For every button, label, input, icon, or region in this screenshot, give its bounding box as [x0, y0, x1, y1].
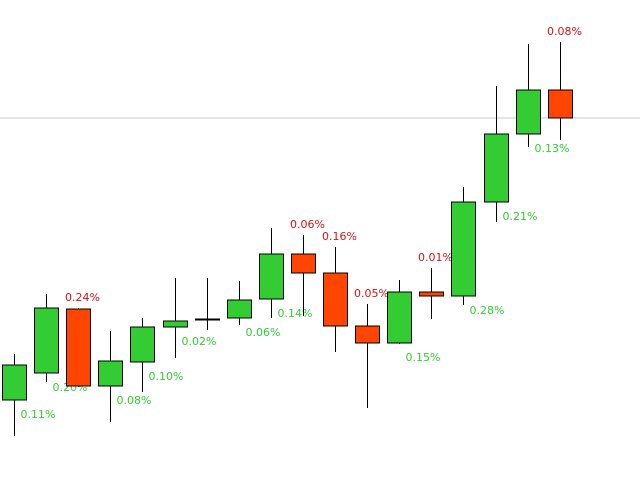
candle-change-label: 0.15% [406, 351, 441, 364]
candle-change-label: 0.11% [21, 408, 56, 421]
candle-change-label: 0.16% [322, 230, 357, 243]
candle-14: 0.01% [418, 251, 453, 319]
candle-body-up [98, 360, 123, 387]
candle-body-down [548, 89, 573, 119]
candle-body-up [163, 320, 188, 328]
candle-3: 0.24% [65, 291, 100, 387]
candle-12: 0.05% [354, 287, 389, 408]
candle-change-label: 0.06% [246, 326, 281, 339]
candle-4: 0.08% [98, 331, 152, 422]
candle-body-up [2, 364, 27, 401]
candle-change-label: 0.14% [278, 307, 313, 320]
candle-17: 0.13% [516, 44, 570, 155]
candle-body-up [227, 299, 252, 319]
candle-body-up [387, 291, 412, 344]
candle-body-down [323, 272, 348, 327]
candle-body-up [130, 326, 155, 363]
candle-body-up [34, 307, 59, 374]
candle-body-down [66, 308, 91, 387]
candle-body-up [484, 133, 509, 203]
candle-change-label: 0.21% [503, 210, 538, 223]
candle-body-up [259, 253, 284, 300]
candle-15: 0.28% [451, 187, 505, 317]
candle-change-label: 0.10% [149, 370, 184, 383]
candle-7 [195, 278, 220, 330]
candle-body-up [195, 318, 220, 321]
candle-16: 0.21% [484, 86, 538, 223]
candle-6: 0.02% [163, 278, 217, 358]
candle-1: 0.11% [2, 354, 56, 436]
candle-change-label: 0.08% [547, 25, 582, 38]
candle-body-down [355, 325, 380, 344]
candle-body-up [516, 89, 541, 135]
candle-change-label: 0.13% [535, 142, 570, 155]
candle-change-label: 0.01% [418, 251, 453, 264]
candle-8: 0.06% [227, 281, 281, 339]
candle-change-label: 0.24% [65, 291, 100, 304]
candle-change-label: 0.06% [290, 218, 325, 231]
candle-13: 0.15% [387, 280, 441, 364]
candle-change-label: 0.28% [470, 304, 505, 317]
candle-2: 0.20% [34, 294, 87, 394]
candle-change-label: 0.08% [117, 394, 152, 407]
candle-5: 0.10% [130, 318, 184, 392]
candle-9: 0.14% [259, 228, 313, 320]
candle-body-down [419, 291, 444, 297]
candle-body-down [291, 253, 316, 274]
candle-11: 0.16% [322, 230, 357, 352]
candle-10: 0.06% [290, 218, 325, 316]
candle-change-label: 0.05% [354, 287, 389, 300]
candle-change-label: 0.02% [182, 335, 217, 348]
candle-18: 0.08% [547, 25, 582, 140]
candle-body-up [451, 201, 476, 297]
